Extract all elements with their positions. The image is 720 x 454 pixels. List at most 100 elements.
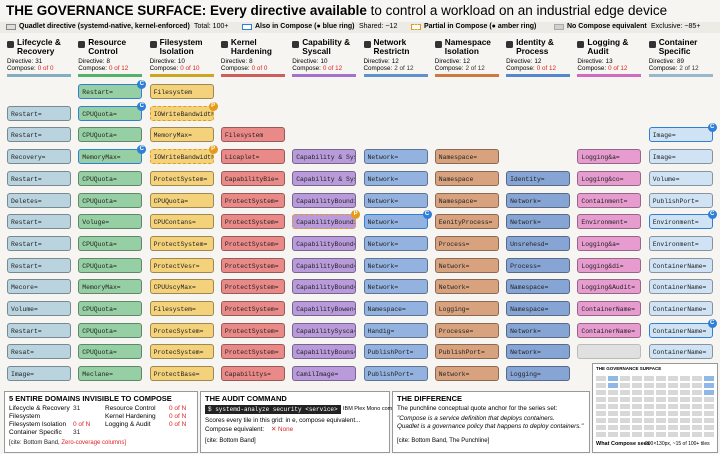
directive-tile: Logging&a=: [577, 149, 642, 165]
directive-tile: CPUQuota=: [78, 127, 143, 143]
column-bar: [292, 74, 357, 77]
thumb-tile: [644, 390, 654, 395]
column-name: Logging & Audit: [587, 37, 629, 56]
panel-title: 5 ENTIRE DOMAINS INVISIBLE TO COMPOSE: [9, 394, 172, 403]
title-line: THE GOVERNANCE SURFACE: Every directive …: [6, 3, 667, 18]
directive-tile: Environment=: [577, 214, 642, 230]
legend-swatch: [411, 24, 421, 30]
directive-tile: MemoryMax=: [78, 149, 143, 165]
directive-tile: ContainerName=: [648, 279, 713, 295]
compose-line: Compose: 0 of 12: [577, 65, 627, 72]
directive-tile: Restart=: [7, 127, 71, 143]
thumb-tile: [704, 411, 714, 416]
thumb-tile: [692, 411, 702, 416]
domain-name: Resource Control: [105, 405, 156, 412]
thumb-caption: 200×130px, ~15 of 100+ tiles: [645, 441, 710, 447]
thumb-tile: [656, 390, 666, 395]
thumb-tile: [596, 432, 606, 437]
directive-tile: Namespace=: [506, 301, 571, 316]
directive-count: 8: [106, 58, 111, 65]
column-name: Network Restrictn: [373, 37, 410, 56]
directive-tile: Environment=: [648, 214, 713, 230]
domain-name: Filesystem Isolation: [9, 421, 67, 428]
column-name: Identity & Process: [516, 37, 554, 56]
thumb-tile: [620, 404, 630, 409]
directive-tile: Namespace: [434, 170, 499, 186]
directive-tile: ContainerName=: [648, 301, 713, 316]
thumb-tile: [692, 383, 702, 388]
column-icon: [363, 41, 371, 48]
directive-tile: CPUQuota=: [149, 192, 214, 208]
directive-tile: Meclane=: [78, 366, 143, 382]
directive-tile: Network=: [506, 214, 571, 230]
thumb-tile: [680, 418, 690, 423]
directive-line: Directive: 12: [506, 58, 541, 65]
directive-tile: CPUQuota=: [78, 301, 143, 316]
directive-tile: Image=: [648, 149, 713, 165]
column-icon: [648, 41, 656, 48]
compose-badge: C: [137, 145, 147, 155]
directive-tile: ProtectSystem=: [220, 279, 285, 295]
directive-tile: Network=: [363, 170, 428, 186]
thumb-tile: [608, 432, 618, 437]
directive-line: Directive: 8: [78, 58, 110, 65]
directive-tile: ContainerName=: [648, 322, 713, 338]
legend-text: Quadlet directive (systemd-native, kerne…: [19, 23, 190, 30]
thumb-tile: [620, 390, 630, 395]
thumb-title: THE GOVERNANCE SURFACE: [596, 366, 662, 371]
directive-tile: Restart=: [7, 257, 71, 273]
directive-label: Directive:: [648, 58, 675, 65]
audit-text: Scores every tile in this grid: in e, co…: [205, 417, 361, 424]
compose-label: Compose:: [577, 65, 607, 72]
compose-badge: P: [208, 101, 218, 111]
thumb-tile: [620, 432, 630, 437]
directive-tile: CamilImage=: [292, 366, 357, 382]
directive-label: Directive:: [434, 58, 462, 65]
directive-tile: Resat=: [7, 344, 71, 360]
thumb-tile: [680, 432, 690, 437]
directive-count: 10: [177, 58, 185, 65]
directive-tile: IOWriteBandwidthMax=: [149, 105, 214, 121]
directive-tile: CapabilityBie=: [220, 170, 285, 186]
thumb-tile: [668, 376, 678, 381]
directive-tile: ProtecSystem=: [149, 344, 214, 360]
thumb-tile: [596, 397, 606, 402]
directive-tile: Restart=: [7, 235, 71, 251]
title-bold: THE GOVERNANCE SURFACE: Every directive …: [6, 3, 367, 18]
compose-badge: C: [137, 101, 147, 111]
column-bar: [434, 74, 499, 77]
directive-tile: CPUContans=: [149, 214, 214, 230]
column-bar: [363, 74, 428, 77]
directive-line: Directive: 12: [435, 58, 470, 65]
thumb-tile: [680, 390, 690, 395]
compose-count: 0 of 12: [608, 65, 628, 72]
compose-line: Compose: 2 of 12: [649, 65, 699, 72]
thumb-tile: [704, 376, 714, 381]
thumb-tile: [692, 418, 702, 423]
thumb-tile: [644, 376, 654, 381]
thumb-tile: [608, 390, 618, 395]
directive-tile: ContainerName=: [648, 257, 713, 273]
directive-label: Directive:: [149, 58, 176, 65]
directive-tile: ProtectSystem=: [220, 257, 285, 273]
directive-tile: Logging&di=: [577, 257, 642, 273]
directive-tile: Namespace=: [434, 149, 499, 165]
directive-tile: Namespace=: [506, 279, 571, 295]
directive-tile: ProtectSystem=: [220, 192, 285, 208]
directive-tile: CPUQuota=: [78, 344, 143, 360]
compose-line: Compose: 0 of 12: [506, 65, 556, 72]
directive-tile: Filesystem: [149, 84, 214, 99]
compose-line: Compose: 0 of 0: [7, 65, 53, 72]
domain-name: Logging & Audit: [105, 421, 151, 428]
column-name: Kernel Hardening: [230, 37, 272, 56]
directive-tile: IOWriteBandwidthMax=: [149, 149, 214, 165]
directive-tile: Logging=: [434, 301, 499, 316]
thumb-tile: [620, 411, 630, 416]
legend-swatch: [6, 24, 16, 30]
thumb-tile: [596, 425, 606, 430]
compose-count: 0 of 0: [37, 65, 54, 72]
thumb-tile: [620, 376, 630, 381]
directive-line: Directive: 12: [364, 58, 399, 65]
equiv-label: Compose equivalent:: [205, 426, 265, 433]
directive-tile: CapabilityBoundingSet: [292, 214, 357, 230]
